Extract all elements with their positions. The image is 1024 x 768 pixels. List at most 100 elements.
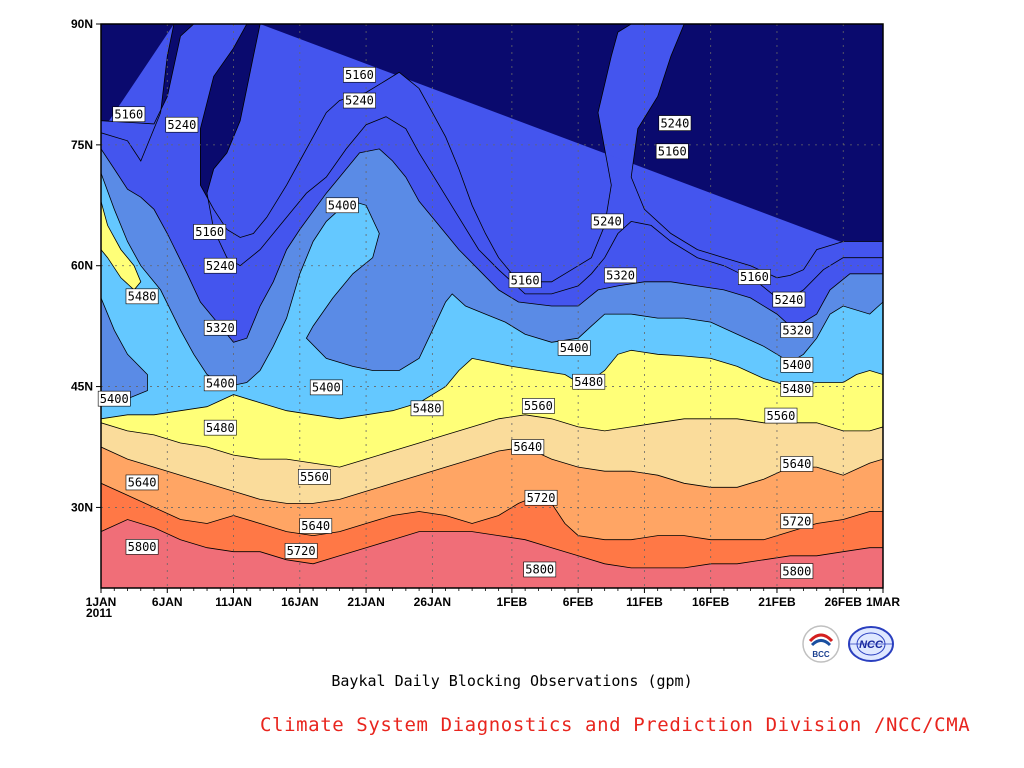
- contour-label-text: 5160: [658, 145, 687, 159]
- x-tick-label: 11FEB: [626, 595, 663, 609]
- contour-label: 5480: [572, 373, 606, 390]
- contour-label-box: [780, 357, 814, 373]
- contour-label-text: 5160: [345, 68, 374, 82]
- contour-line-5480: [101, 201, 142, 291]
- contour-label-text: 5400: [100, 392, 129, 406]
- contour-label: 5480: [780, 381, 814, 397]
- contour-label-text: 5800: [128, 540, 157, 554]
- contour-label: 5240: [772, 291, 806, 308]
- contour-label-text: 5240: [206, 259, 235, 273]
- contour-label-text: 5560: [524, 399, 553, 413]
- contour-label-box: [125, 539, 159, 555]
- contour-label-box: [523, 561, 557, 578]
- chart-caption: Baykal Daily Blocking Observations (gpm): [331, 672, 693, 690]
- contour-label: 5480: [410, 400, 444, 417]
- contour-label-text: 5160: [195, 225, 224, 239]
- bcc-logo: BCC: [802, 625, 840, 663]
- contour-label-text: 5720: [527, 491, 556, 505]
- contour-label-box: [325, 197, 359, 214]
- x-tick-label: 11JAN: [215, 595, 252, 609]
- contour-label: 5320: [780, 322, 814, 338]
- contour-label-box: [203, 419, 237, 436]
- contour-label-text: 5240: [167, 118, 196, 132]
- contour-label-box: [604, 267, 637, 284]
- contour-line-5560: [101, 414, 883, 468]
- contour-label-text: 5240: [774, 293, 803, 307]
- contour-label-box: [203, 375, 237, 392]
- contour-label-box: [193, 224, 227, 240]
- contour-label-box: [284, 543, 318, 559]
- contour-label-box: [511, 439, 545, 455]
- contour-label: 5160: [193, 224, 227, 240]
- contour-label-box: [97, 390, 131, 407]
- x-tick-label: 26JAN: [414, 595, 451, 609]
- contour-label: 5480: [125, 288, 159, 305]
- contour-label-box: [309, 379, 343, 396]
- contour-label-box: [343, 66, 376, 83]
- contour-line-5720: [101, 482, 883, 541]
- contour-label-text: 5480: [413, 402, 442, 416]
- grid-lines: [101, 24, 883, 588]
- contour-label: 5720: [524, 489, 558, 506]
- contour-label-box: [297, 469, 331, 485]
- contour-label-text: 5400: [560, 341, 589, 355]
- contour-label: 5240: [165, 116, 199, 133]
- contour-label: 5320: [604, 267, 637, 284]
- x-tick-label: 26FEB: [825, 595, 863, 609]
- contour-label-box: [203, 319, 237, 336]
- contour-label-box: [780, 456, 814, 472]
- contour-label-box: [572, 373, 606, 390]
- x-tick-label: 6JAN: [152, 595, 183, 609]
- contour-line-5160: [101, 24, 883, 283]
- contour-label-text: 5400: [328, 198, 357, 212]
- contour-label: 5720: [780, 513, 814, 529]
- x-tick-label: 1MAR: [866, 595, 900, 609]
- contour-label-text: 5640: [128, 476, 157, 490]
- x-tick-label: 16JAN: [281, 595, 318, 609]
- contour-label-box: [125, 288, 159, 305]
- x-tick-label: 21JAN: [347, 595, 384, 609]
- y-tick-label: 30N: [71, 500, 93, 514]
- contour-label: 5160: [738, 269, 771, 285]
- contour-label-text: 5240: [660, 116, 689, 130]
- plot-frame: [100, 23, 884, 589]
- contour-label: 5400: [203, 375, 237, 392]
- contour-line-5320: [101, 148, 883, 343]
- contour-label-text: 5640: [513, 440, 542, 454]
- contour-label-text: 5560: [300, 470, 329, 484]
- contour-label-text: 5160: [740, 270, 769, 284]
- contour-label: 5240: [658, 115, 692, 131]
- contour-label-box: [590, 213, 624, 230]
- contour-label: 5640: [511, 439, 545, 455]
- contour-label-box: [524, 489, 558, 506]
- contour-label: 5240: [343, 92, 376, 109]
- ncc-logo-text: NCC: [859, 639, 884, 651]
- contour-label: 5320: [203, 319, 237, 336]
- year-label: 2011: [86, 606, 113, 620]
- contour-plot: 90N 75N 60N 45N 30N 1JAN 6JAN 11JAN 16JAN 21JAN 26…: [71, 17, 900, 609]
- contour-label-box: [508, 272, 542, 289]
- x-tick-label: 16FEB: [692, 595, 730, 609]
- contour-label-box: [780, 563, 814, 579]
- contour-label: 5800: [523, 561, 557, 578]
- contour-label: 5800: [780, 563, 814, 579]
- contour-label: 5160: [343, 66, 376, 83]
- contour-line-5640: [101, 446, 883, 504]
- contour-label-text: 5640: [301, 519, 330, 533]
- contour-label: 5560: [764, 407, 798, 424]
- contour-label-text: 5320: [206, 321, 235, 335]
- contour-label: 5480: [203, 419, 237, 436]
- contour-label-text: 5720: [782, 514, 811, 528]
- contour-label-text: 5480: [782, 382, 811, 396]
- contour-label-text: 5240: [345, 94, 374, 108]
- contour-line-5480: [101, 349, 883, 420]
- contour-label: 5160: [508, 272, 542, 289]
- credit-line: Climate System Diagnostics and Predictio…: [260, 714, 971, 736]
- contour-label-box: [203, 257, 237, 274]
- contour-label: 5160: [655, 143, 689, 160]
- contour-label: 5400: [97, 390, 131, 407]
- contour-label-text: 5640: [782, 457, 811, 471]
- contour-label: 5400: [309, 379, 343, 396]
- contour-label-box: [780, 381, 814, 397]
- contour-label-text: 5800: [525, 563, 554, 577]
